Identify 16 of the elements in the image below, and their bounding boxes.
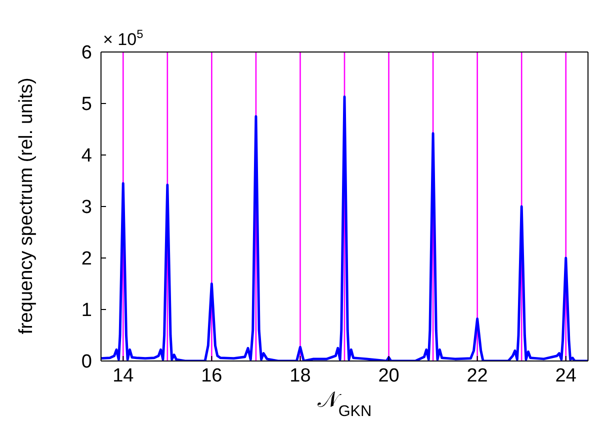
x-tick-label: 22 xyxy=(466,365,488,386)
y-tick-label: 2 xyxy=(81,248,92,270)
x-tick-label: 16 xyxy=(201,365,222,386)
y-tick-label: 0 xyxy=(81,352,92,373)
x-tick-label: 18 xyxy=(290,365,311,386)
x-tick-label: 14 xyxy=(112,365,134,386)
x-axis-title: 𝒩$_{GKN}$ xyxy=(317,387,372,420)
y-tick-label: 6 xyxy=(81,42,92,64)
y-tick-label: 3 xyxy=(81,197,92,218)
y-tick-label: 4 xyxy=(81,146,92,167)
x-tick-label: 24 xyxy=(555,365,577,386)
text: × 10$^{5}$ xyxy=(103,27,144,49)
y-axis-title: frequency spectrum (rel. units) xyxy=(16,78,37,334)
y-tick-label: 5 xyxy=(81,94,92,116)
y-tick-label: 1 xyxy=(81,300,92,322)
x-tick-label: 20 xyxy=(378,365,400,386)
